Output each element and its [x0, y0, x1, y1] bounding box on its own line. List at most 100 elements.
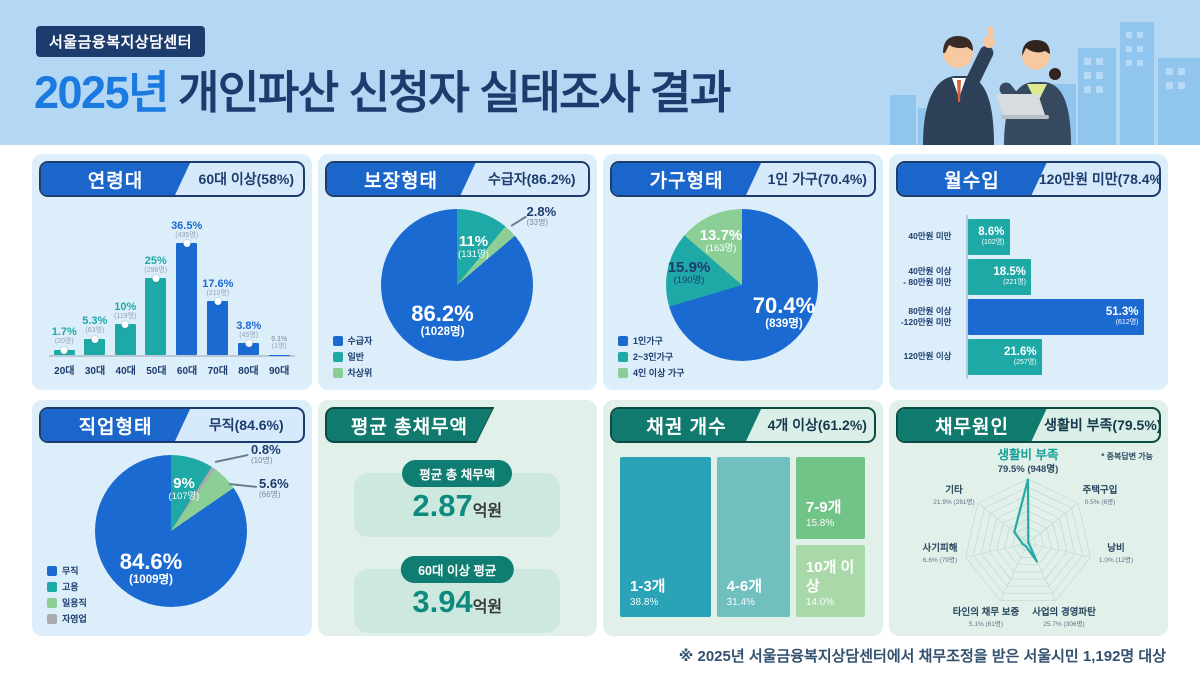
age-x-label: 80대 — [238, 366, 259, 377]
senior-debt-value: 3.94 — [412, 583, 473, 619]
radar-axis-label: 낭비 — [1107, 542, 1124, 554]
age-x-label: 30대 — [84, 366, 106, 377]
security-callout-label: 2.8% (33명) — [526, 204, 557, 228]
panel-causes-subtitle: 생활비 부족(79.5%) — [1044, 417, 1159, 433]
footer-note: ※ 2025년 서울금융복지상담센터에서 채무조정을 받은 서울시민 1,192… — [678, 648, 1166, 665]
age-bar — [176, 240, 198, 355]
age-bar-count: (1명) — [271, 343, 287, 351]
legend-label: 2~3인가구 — [633, 352, 674, 362]
legend-item: 고용 — [47, 580, 87, 593]
job-teal-label: 9% (107명) — [168, 475, 200, 503]
treemap-block-name: 7-9개 — [805, 499, 842, 517]
income-bar-percent: 51.3% — [1105, 306, 1139, 319]
panel-household-subtitle: 1인 가구(70.4%) — [767, 171, 867, 187]
income-category-label: 40만원 미만 — [908, 231, 952, 242]
income-axis-line — [965, 215, 968, 379]
legend-label: 일반 — [347, 352, 365, 362]
treemap-block-value: 38.8% — [630, 596, 659, 608]
radar-grid-ring — [1011, 526, 1044, 558]
avg-debt-card: 평균 총 채무액 2.87억원 — [354, 460, 561, 537]
radar-spoke — [977, 502, 1028, 544]
income-category-label: 40만원 이상 - 80만원 미만 — [903, 265, 952, 287]
legend-item: 무직 — [47, 564, 87, 577]
age-bar-column: 1.7% (20명) — [49, 326, 80, 355]
radar-axis-label: 타인의 채무 보증 — [952, 606, 1019, 618]
security-pie-chart — [380, 209, 533, 361]
legend-label: 일용직 — [62, 598, 87, 608]
legend-swatch — [618, 335, 628, 346]
radar-axis-value: 5.1% (61명) — [968, 619, 1002, 628]
age-bar — [238, 340, 260, 355]
treemap-block-label: 4-6개 31.4% — [727, 578, 762, 609]
radar-grid-ring — [988, 502, 1067, 580]
security-slice-label: 11% (131명) — [458, 233, 489, 261]
legend-label: 자영업 — [62, 614, 87, 624]
radar-axis-value: 25.7% (306명) — [1043, 619, 1084, 628]
panel-avg-debt-header: 평균 총채무액 — [325, 407, 495, 443]
avg-debt-unit: 억원 — [472, 502, 503, 520]
household-green-label: 13.7% (163명) — [699, 227, 743, 255]
age-bar — [114, 321, 136, 355]
panel-income-subtitle: 120만원 미만(78.4%) — [1038, 171, 1159, 187]
income-bar-area: 18.5% (221명) — [960, 259, 1154, 295]
age-bar-dot — [152, 275, 160, 283]
header-band: 서울금융복지상담센터 2025년 개인파산 신청자 실태조사 결과 — [0, 0, 1200, 145]
senior-debt-card: 60대 이상 평균 3.94억원 — [354, 556, 561, 633]
age-x-axis-labels: 20대 30대 40대 50대 60대 70대 80대 90대 — [49, 362, 295, 377]
age-bar — [53, 346, 75, 355]
household-teal-label: 15.9% (190명) — [667, 259, 711, 287]
panel-avg-debt-title: 평균 총채무액 — [350, 416, 469, 438]
radar-spoke — [999, 542, 1028, 601]
radar-grid-ring — [1003, 518, 1052, 566]
radar-grid-ring — [980, 494, 1075, 587]
panel-age-header: 연령대 60대 이상(58%) — [39, 161, 305, 197]
radar-spoke — [965, 542, 1028, 558]
legend-item: 2~3인가구 — [618, 350, 684, 363]
radar-axis-label: 생활비 부족 — [997, 447, 1058, 462]
treemap-column: 4-6개 31.4% — [716, 457, 790, 617]
avg-debt-card-pill: 평균 총 채무액 — [402, 460, 513, 487]
panel-age-title: 연령대 — [41, 163, 190, 195]
radar-axis-label: 사업의 경영파탄 — [1032, 606, 1096, 618]
age-x-label: 60대 — [176, 366, 198, 377]
income-bar-count: (221명) — [1003, 279, 1026, 287]
job-callout-label-1: 0.8% (10명) — [251, 442, 281, 466]
age-bar-count: (298명) — [144, 266, 168, 274]
age-bar-column: 25% (298명) — [141, 255, 172, 355]
income-bar: 51.3% (612명) — [967, 299, 1144, 335]
treemap-block: 7-9개 15.8% — [795, 457, 866, 539]
age-bar-dot — [245, 340, 253, 348]
income-bar: 8.6% (102명) — [967, 219, 1010, 255]
age-bar-count: (435명) — [175, 231, 199, 239]
income-bar-percent: 18.5% — [993, 266, 1026, 279]
panel-grid: 연령대 60대 이상(58%) 1.7% (20명) 5.3% (63명) 10% (11… — [32, 154, 1168, 636]
treemap-column: 1-3개 38.8% — [620, 457, 711, 617]
age-x-label: 50대 — [146, 366, 167, 377]
avg-debt-value: 2.87 — [412, 487, 473, 523]
income-bar: 21.6% (257명) — [967, 339, 1042, 375]
treemap-block: 10개 이상 14.0% — [795, 544, 866, 617]
radar-axis-value: 6.6% (79명) — [922, 555, 956, 564]
income-bar-percent: 8.6% — [978, 226, 1005, 239]
radar-spoke — [1027, 502, 1078, 544]
treemap-block-name: 1-3개 — [630, 577, 666, 595]
man-figure-icon — [923, 26, 995, 145]
radar-grid-ring — [995, 510, 1060, 573]
panel-household-header: 가구형태 1인 가구(70.4%) — [610, 161, 876, 197]
age-bar-count: (210명) — [206, 289, 230, 297]
panel-creditors-header: 채권 개수 4개 이상(61.2%) — [610, 407, 876, 443]
income-row: 40만원 미만 8.6% (102명) — [900, 219, 1154, 255]
age-x-label: 70대 — [207, 366, 228, 377]
radar-axis-value: 21.9% (261명) — [933, 497, 974, 506]
income-bar-chart: 40만원 미만 8.6% (102명) 40만원 이상 - 80만원 미만 18.5% (2… — [900, 215, 1154, 379]
creditors-treemap: 1-3개 38.8% 4-6개 31.4% 7-9개 15.8% 10개 이상 14.0% — [620, 457, 866, 617]
age-bars: 1.7% (20명) 5.3% (63명) 10% (119명) 25% (298명) 36.5… — [49, 207, 295, 357]
legend-swatch — [332, 351, 343, 362]
radar-axis-label: 주택구입 — [1082, 484, 1117, 496]
legend-label: 무직 — [62, 566, 79, 576]
security-legend: 수급자 일반 차상위 — [332, 331, 372, 379]
age-bar-column: 3.8% (45명) — [233, 320, 264, 355]
legend-item: 차상위 — [332, 366, 372, 379]
legend-swatch — [618, 351, 628, 362]
panel-security-subtitle: 수급자(86.2%) — [487, 171, 576, 187]
